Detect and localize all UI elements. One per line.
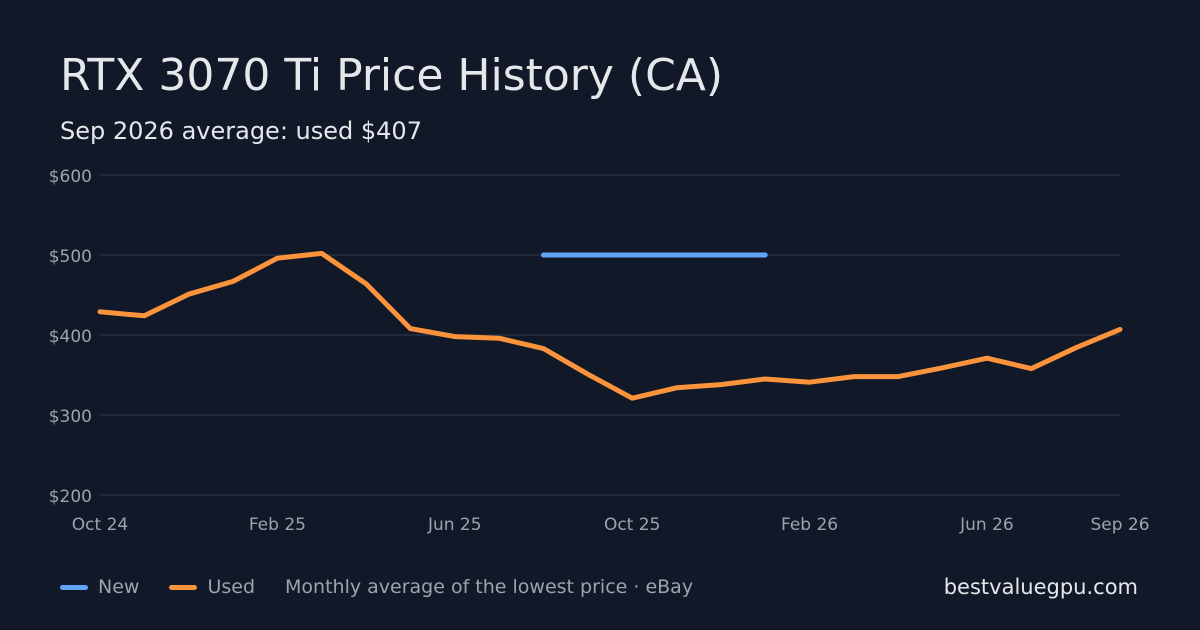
series-layer: [97, 250, 1123, 401]
legend-note: Monthly average of the lowest price · eB…: [285, 576, 694, 598]
x-tick-label: Oct 25: [604, 515, 660, 535]
y-tick-label: $600: [49, 167, 92, 187]
x-tick-label: Sep 26: [1090, 515, 1149, 535]
legend: New Used Monthly average of the lowest p…: [60, 572, 693, 602]
chart-title: RTX 3070 Ti Price History (CA): [60, 50, 724, 101]
y-tick-label: $300: [49, 407, 92, 427]
legend-label-used: Used: [207, 576, 256, 598]
legend-item-new[interactable]: New: [60, 576, 139, 598]
y-tick-label: $500: [49, 247, 92, 267]
grid-layer: [100, 174, 1120, 496]
chart-subtitle: Sep 2026 average: used $407: [60, 117, 422, 145]
x-axis-ticks: Oct 24 Feb 25 Jun 25 Oct 25 Feb 26 Jun 26 Sep …: [72, 515, 1150, 535]
y-tick-label: $200: [49, 487, 92, 507]
series-line-used: [97, 250, 1123, 401]
y-tick-label: $400: [49, 327, 92, 347]
brand-label: bestvaluegpu.com: [943, 575, 1138, 599]
x-tick-label: Feb 25: [249, 515, 306, 535]
x-tick-label: Feb 26: [781, 515, 838, 535]
x-tick-label: Oct 24: [72, 515, 128, 535]
y-axis-ticks: $200 $300 $400 $500 $600: [49, 167, 92, 507]
legend-swatch-new: [60, 584, 88, 590]
legend-item-used[interactable]: Used: [169, 576, 255, 598]
legend-label-new: New: [98, 576, 140, 598]
x-tick-label: Jun 25: [427, 515, 482, 535]
x-tick-label: Jun 26: [959, 515, 1014, 535]
legend-swatch-used: [169, 584, 198, 590]
